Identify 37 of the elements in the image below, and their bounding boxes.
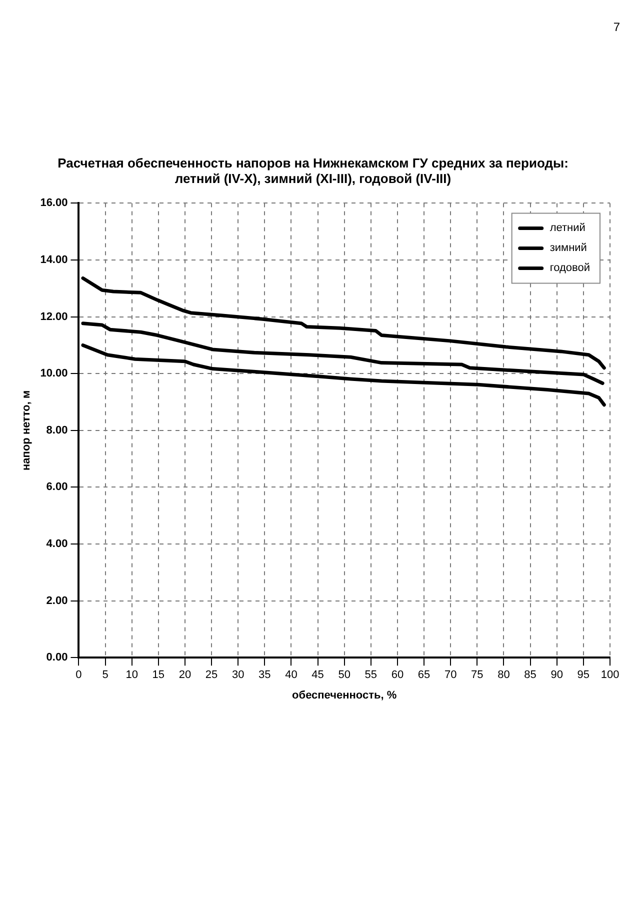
y-tick-label: 4.00 bbox=[46, 538, 68, 550]
y-tick-label: 14.00 bbox=[40, 254, 68, 266]
y-tick-label: 10.00 bbox=[40, 368, 68, 380]
legend-label: летний bbox=[550, 222, 586, 234]
x-tick-label: 75 bbox=[471, 669, 484, 682]
y-tick-label: 16.00 bbox=[40, 197, 68, 210]
x-tick-label: 25 bbox=[205, 669, 218, 682]
x-tick-label: 70 bbox=[444, 669, 457, 682]
x-tick-label: 45 bbox=[312, 669, 324, 682]
y-tick-label: 0.00 bbox=[46, 652, 68, 664]
y-tick-label: 6.00 bbox=[46, 481, 68, 494]
x-tick-label: 10 bbox=[126, 669, 138, 682]
x-tick-label: 20 bbox=[178, 669, 192, 682]
x-tick-label: 15 bbox=[152, 669, 165, 682]
x-tick-label: 100 bbox=[600, 669, 620, 682]
x-tick-label: 85 bbox=[524, 669, 536, 682]
y-tick-label: 12.00 bbox=[40, 310, 68, 323]
x-tick-label: 65 bbox=[418, 669, 430, 682]
x-tick-label: 60 bbox=[391, 669, 404, 682]
legend-label: годовой bbox=[550, 262, 590, 274]
x-axis-title: обеспеченность, % bbox=[292, 689, 397, 702]
x-tick-label: 35 bbox=[258, 669, 271, 682]
x-tick-label: 0 bbox=[76, 669, 82, 682]
x-tick-label: 90 bbox=[550, 669, 563, 682]
x-tick-label: 50 bbox=[338, 669, 350, 682]
text: 7 bbox=[613, 20, 620, 34]
y-tick-label: 2.00 bbox=[46, 594, 68, 607]
x-tick-label: 5 bbox=[102, 669, 108, 682]
legend-label: зимний bbox=[550, 242, 587, 254]
x-tick-label: 30 bbox=[232, 669, 244, 682]
x-tick-label: 95 bbox=[577, 669, 590, 682]
x-tick-label: 55 bbox=[364, 669, 378, 682]
x-tick-label: 40 bbox=[285, 669, 298, 682]
x-tick-label: 80 bbox=[498, 669, 510, 682]
y-axis-title: напор нетто, м bbox=[20, 390, 33, 470]
y-tick-label: 8.00 bbox=[46, 424, 68, 436]
chart-title: Расчетная обеспеченность напоров на Нижнекамском ГУ средних за периоды: летний (IV-X), зимний (XI-III), годовой (IV-III) bbox=[58, 155, 568, 186]
